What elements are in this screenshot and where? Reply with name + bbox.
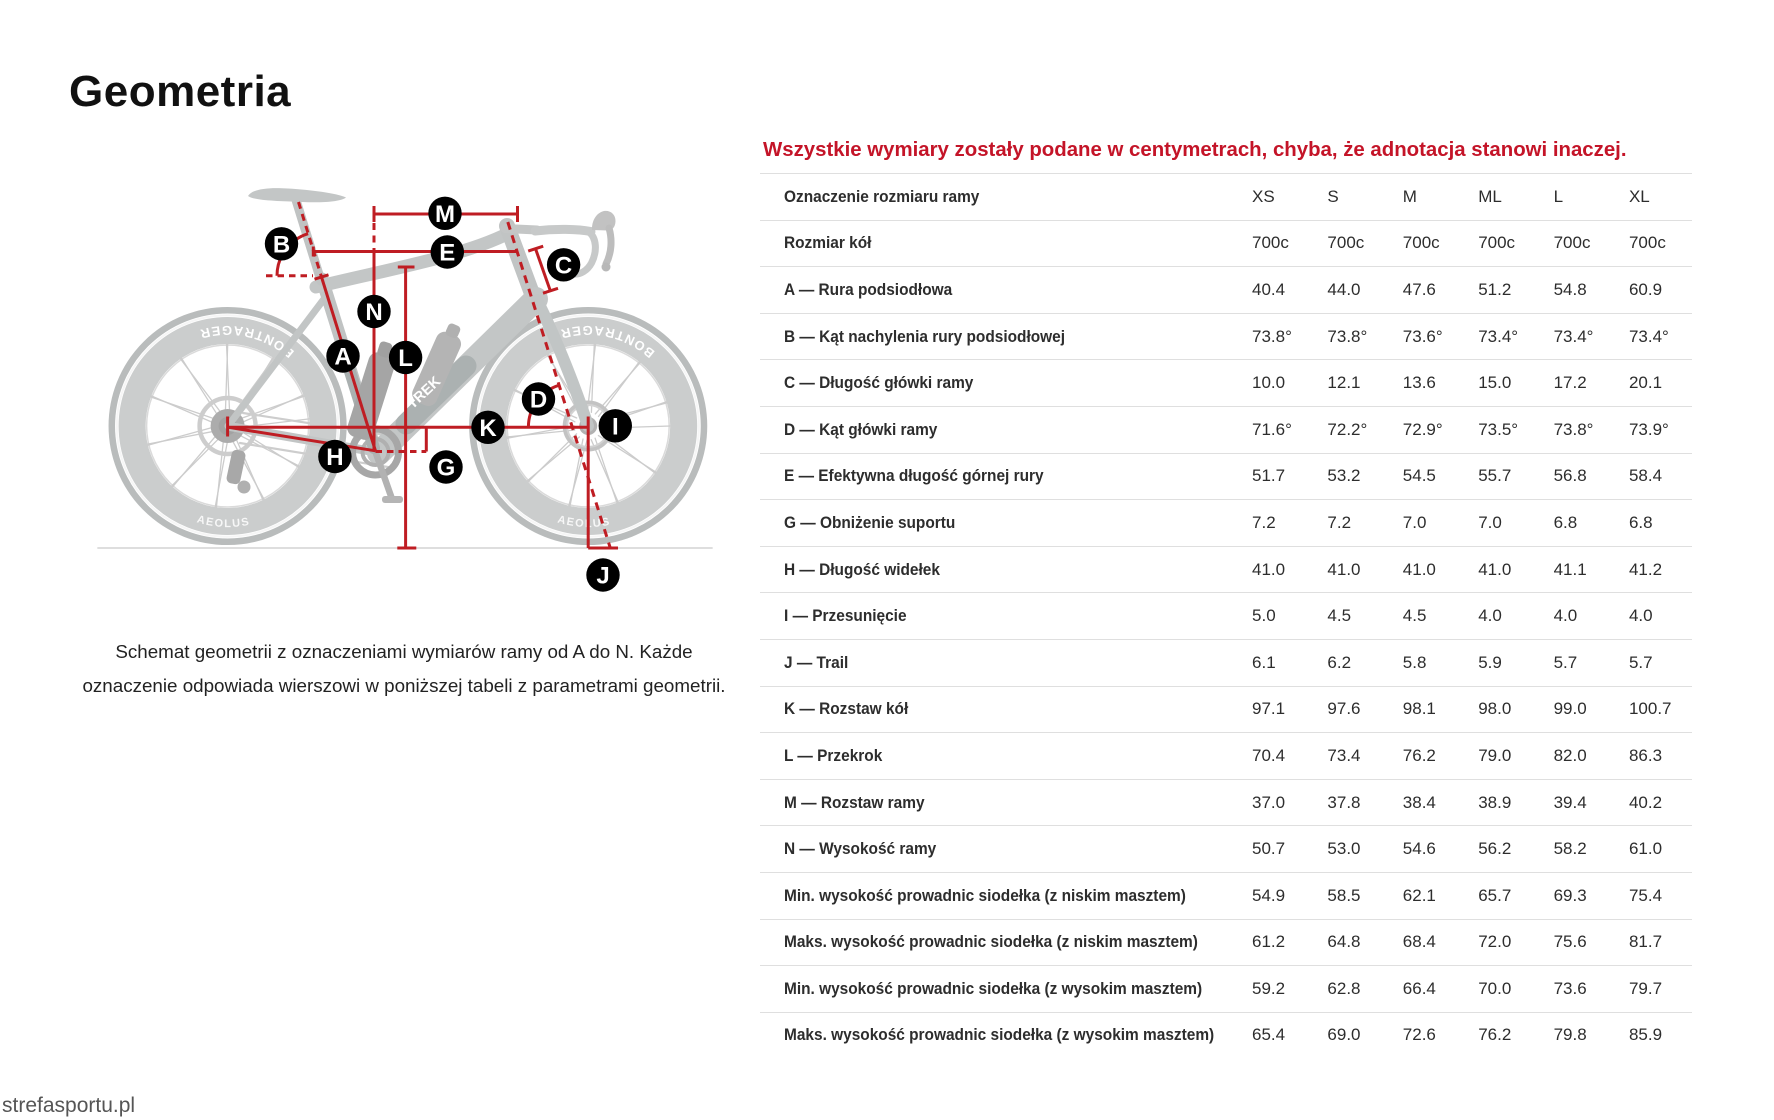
svg-text:M: M [435,201,455,228]
svg-text:AEOLUS: AEOLUS [556,514,612,531]
svg-text:J: J [596,563,609,590]
svg-text:N: N [365,299,382,326]
svg-text:E: E [439,240,455,267]
svg-text:C: C [555,252,572,279]
svg-text:D: D [530,387,547,414]
svg-text:AEOLUS: AEOLUS [196,514,252,531]
svg-text:A: A [334,344,351,371]
svg-text:L: L [398,345,413,372]
svg-text:K: K [479,415,497,442]
svg-text:G: G [437,455,456,482]
svg-text:H: H [326,444,343,471]
svg-text:B: B [273,231,290,258]
svg-text:I: I [612,413,619,440]
